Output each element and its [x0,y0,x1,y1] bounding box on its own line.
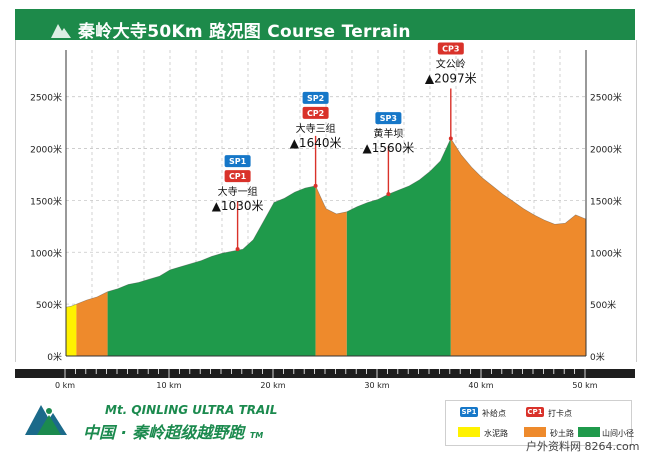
sp-badge [224,155,251,168]
x-tick-label: 40 km [468,381,493,390]
legend-cement-label: 水泥路 [484,429,508,438]
x-tick-label: 30 km [364,381,389,390]
cp-badge-label: CP2 [307,109,324,118]
sp-badge-label: SP3 [380,114,397,123]
terrain-segment [346,138,451,356]
y-tick-label: 2500米 [30,92,62,104]
y-tick-label-right: 1500米 [590,195,622,207]
runner-logo-icon [25,405,67,435]
mountain-logo-icon [51,24,71,38]
legend-trail-label: 山间小径 [602,429,634,438]
legend-sp-badge: SP1 [460,407,478,417]
cp-badge-label: CP3 [442,44,459,53]
legend-trail-swatch [578,427,600,437]
y-tick-label: 1500米 [30,195,62,207]
footer: Mt. QINLING ULTRA TRAIL 中国 · 秦岭超级越野跑 TM … [15,395,635,455]
y-tick-label: 500米 [36,299,62,311]
terrain-segment [315,185,347,356]
y-tick-label-right: 1000米 [590,247,622,259]
terrain-segment [66,304,77,356]
point-name-label: 大寺一组 [218,185,258,198]
legend-sp-label: 补给点 [482,409,506,418]
x-tick-label: 10 km [156,381,181,390]
point-elevation-label: ▲1030米 [212,199,264,213]
sp-badge-label: SP1 [229,157,247,166]
cp-badge [437,42,464,55]
point-elevation-label: ▲1560米 [363,141,415,155]
sp-badge-label: SP2 [307,94,324,103]
legend-cement-swatch [458,427,480,437]
elevation-line [65,137,587,308]
point-name-label: 大寺三组 [296,122,336,135]
cp-badge [224,170,251,183]
y-tick-label-right: 2500米 [590,92,622,104]
terrain-segment [76,291,108,356]
point-name-label: 文公岭 [436,57,466,70]
y-tick-label: 2000米 [30,144,62,156]
legend-dirt-label: 砂土路 [550,429,574,438]
logo-english: Mt. QINLING ULTRA TRAIL [105,403,278,417]
elevation-chart: 0米 0米 500米 500米 1000米 1000米 1500米 1500米 2000米 200… [30,42,622,362]
y-tick-label: 0米 [47,351,62,362]
terrain-segment [107,185,316,356]
cp-badge-label: CP1 [229,172,247,181]
page-title: 秦岭大寺50Km 路况图 Course Terrain [78,22,411,42]
cp-badge [302,106,329,119]
legend: SP1 补给点 CP1 打卡点 水泥路 砂土路 山间小径 [445,400,634,446]
title-bar: 秦岭大寺50Km 路况图 Course Terrain [15,9,635,42]
marker-dot [448,136,453,141]
y-tick-label-right: 2000米 [590,144,622,156]
x-tick-label: 20 km [260,381,285,390]
sp-badge [375,112,402,125]
point-name-label: 黄羊坝 [373,127,403,140]
y-tick-label: 1000米 [30,247,62,259]
x-tick-label: 50 km [572,381,597,390]
y-tick-label-right: 500米 [590,299,616,311]
y-tick-label-right: 0米 [590,351,605,362]
x-tick-label: 0 km [55,381,75,390]
chart-frame: 0米 0米 500米 500米 1000米 1000米 1500米 1500米 2000米 200… [15,40,637,362]
marker-dot [313,183,318,188]
point-elevation-label: ▲1640米 [290,136,342,150]
logo-chinese: 中国 · 秦岭超级越野跑 TM [83,423,264,442]
legend-cp-label: 打卡点 [548,409,572,418]
marker-dot [386,192,391,197]
marker-dot [235,247,240,252]
distance-ruler: 0 km 10 km 20 km 30 km 40 km 50 km [15,366,635,390]
legend-cp-badge: CP1 [526,407,544,417]
terrain-segment [450,138,586,356]
legend-dirt-swatch [524,427,546,437]
sp-badge [302,91,329,104]
watermark: 户外资料网 8264.com [526,440,640,453]
point-elevation-label: ▲2097米 [425,71,477,85]
